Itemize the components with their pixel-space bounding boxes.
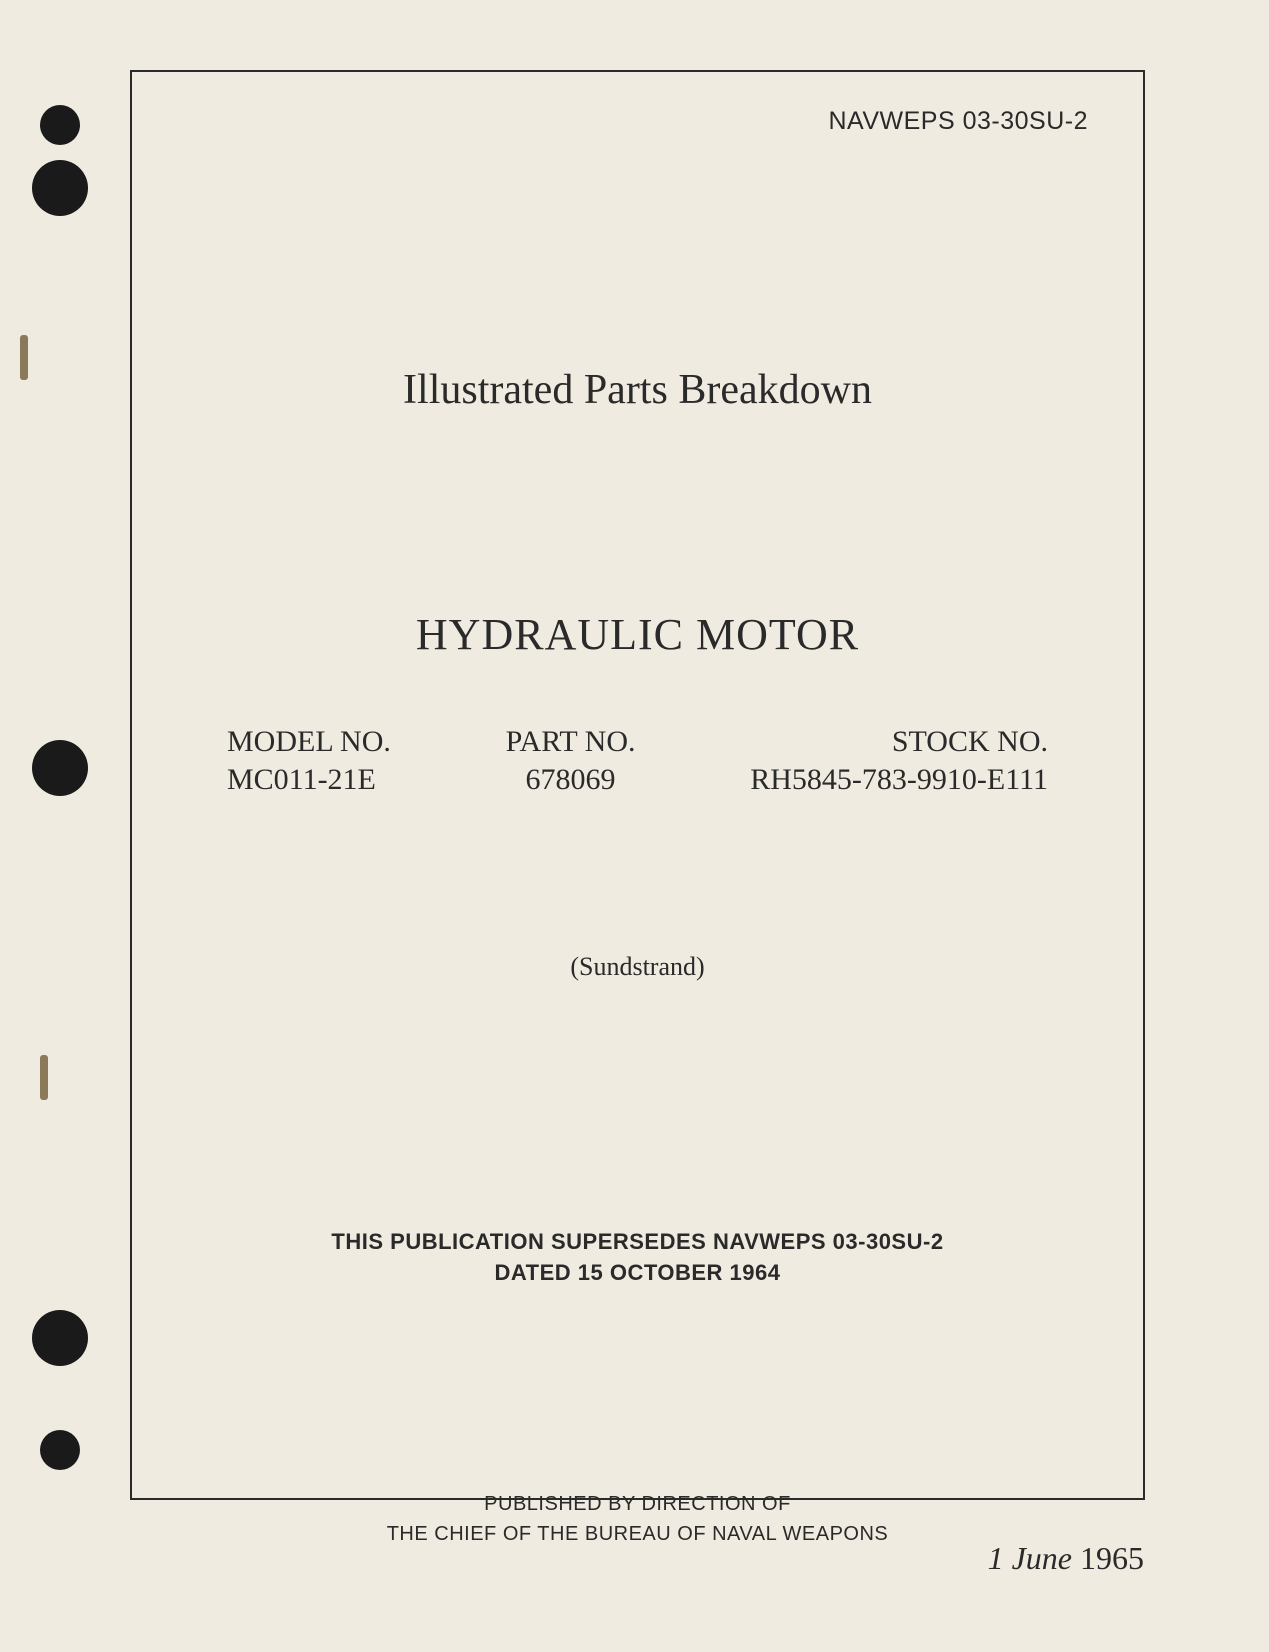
publisher-line2: THE CHIEF OF THE BUREAU OF NAVAL WEAPONS	[187, 1519, 1088, 1549]
document-page: NAVWEPS 03-30SU-2 Illustrated Parts Brea…	[0, 0, 1269, 1652]
spec-stock: STOCK NO. RH5845-783-9910-E111	[750, 725, 1058, 797]
manufacturer: (Sundstrand)	[187, 952, 1088, 982]
model-value: MC011-21E	[227, 763, 391, 797]
part-value: 678069	[506, 763, 636, 797]
stock-value: RH5845-783-9910-E111	[750, 763, 1048, 797]
publisher-notice: PUBLISHED BY DIRECTION OF THE CHIEF OF T…	[187, 1489, 1088, 1549]
main-title: HYDRAULIC MOTOR	[187, 609, 1088, 660]
punch-hole-icon	[32, 160, 88, 216]
model-label: MODEL NO.	[227, 725, 391, 759]
stock-label: STOCK NO.	[750, 725, 1048, 759]
supersedes-line2: DATED 15 OCTOBER 1964	[187, 1258, 1088, 1289]
part-label: PART NO.	[506, 725, 636, 759]
binding-mark-icon	[40, 1055, 48, 1100]
supersedes-line1: THIS PUBLICATION SUPERSEDES NAVWEPS 03-3…	[187, 1227, 1088, 1258]
document-title: Illustrated Parts Breakdown	[187, 366, 1088, 414]
binding-mark-icon	[20, 335, 28, 380]
supersedes-notice: THIS PUBLICATION SUPERSEDES NAVWEPS 03-3…	[187, 1227, 1088, 1289]
document-number: NAVWEPS 03-30SU-2	[187, 107, 1088, 136]
punch-hole-icon	[40, 1430, 80, 1470]
punch-hole-icon	[32, 1310, 88, 1366]
specifications-row: MODEL NO. MC011-21E PART NO. 678069 STOC…	[187, 725, 1088, 797]
spec-part: PART NO. 678069	[506, 725, 636, 797]
publisher-line1: PUBLISHED BY DIRECTION OF	[187, 1489, 1088, 1519]
punch-hole-icon	[40, 105, 80, 145]
date-prefix: 1 June	[988, 1540, 1080, 1576]
content-frame: NAVWEPS 03-30SU-2 Illustrated Parts Brea…	[130, 70, 1145, 1500]
punch-hole-icon	[32, 740, 88, 796]
publication-date: 1 June 1965	[988, 1540, 1144, 1577]
spec-model: MODEL NO. MC011-21E	[217, 725, 391, 797]
date-year: 1965	[1080, 1540, 1144, 1576]
